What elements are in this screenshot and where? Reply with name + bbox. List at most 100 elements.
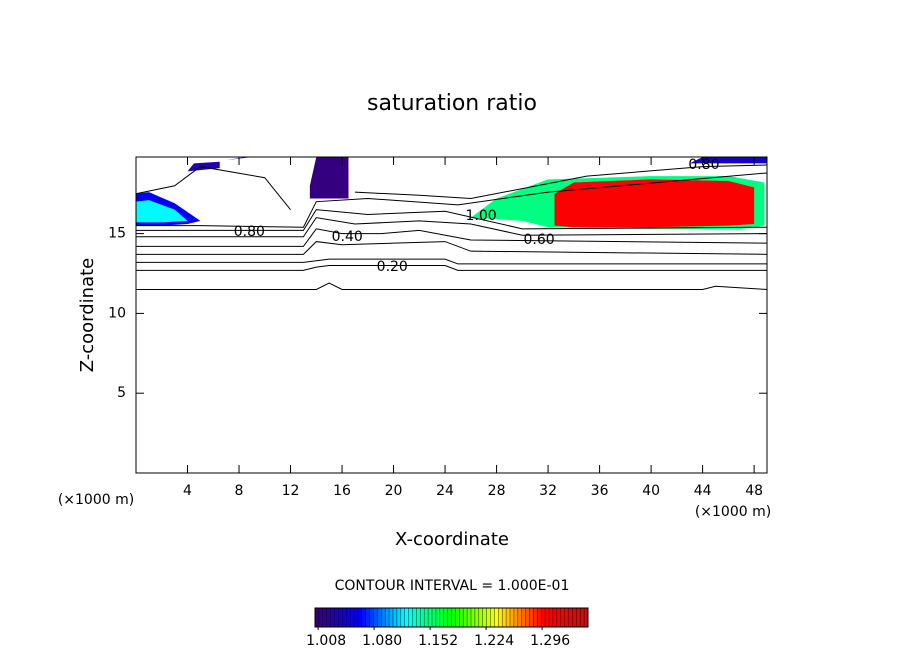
colorbar-cell xyxy=(326,608,332,627)
contour-label: 0.20 xyxy=(377,259,408,275)
colorbar-cell xyxy=(432,608,437,627)
colorbar-cell xyxy=(568,608,573,627)
colorbar-cell xyxy=(494,608,499,627)
colorbar-cell xyxy=(350,608,355,627)
contour-line xyxy=(136,265,767,271)
x-tick-label: 20 xyxy=(385,483,403,499)
filled-region xyxy=(187,161,220,172)
chart-title: saturation ratio xyxy=(367,91,537,116)
colorbar-cell xyxy=(357,608,363,627)
y-tick-label: 15 xyxy=(108,226,126,242)
colorbar-cell xyxy=(354,608,359,627)
colorbar-cell xyxy=(408,608,413,627)
colorbar-cell xyxy=(424,608,429,627)
filled-region xyxy=(136,200,188,223)
filled-region xyxy=(554,179,755,228)
colorbar-cell xyxy=(549,608,554,627)
colorbar-cell xyxy=(486,608,491,627)
colorbar-cell xyxy=(502,608,507,627)
colorbar-cell xyxy=(576,608,581,627)
x-unit-label: (×1000 m) xyxy=(695,504,771,520)
colorbar-cell xyxy=(346,608,351,627)
x-tick-label: 12 xyxy=(282,483,300,499)
contour-line xyxy=(354,164,768,199)
colorbar-cell xyxy=(541,608,546,627)
contour-line xyxy=(136,217,768,238)
colorbar-cell xyxy=(396,608,402,627)
contour-line xyxy=(136,241,768,255)
colorbar-cell xyxy=(482,608,488,627)
colorbar-cell xyxy=(552,608,558,627)
x-tick-label: 48 xyxy=(745,483,763,499)
filled-region xyxy=(309,157,349,199)
colorbar-cell xyxy=(373,608,378,627)
colorbar-cell xyxy=(365,608,371,627)
colorbar-cell xyxy=(564,608,569,627)
colorbar-cell xyxy=(498,608,503,627)
colorbar-cell xyxy=(412,608,417,627)
colorbar-cell xyxy=(510,608,515,627)
colorbar-cell xyxy=(525,608,530,627)
colorbar-cell xyxy=(478,608,484,627)
contour-line xyxy=(136,228,768,247)
colorbar-cell xyxy=(428,608,433,627)
colorbar-tick-label: 1.008 xyxy=(306,633,346,649)
colorbar-cell xyxy=(338,608,343,627)
colorbar-tick-label: 1.152 xyxy=(418,633,458,649)
colorbar-cell xyxy=(381,608,386,627)
colorbar-cell xyxy=(537,608,542,627)
x-tick-label: 32 xyxy=(539,483,557,499)
x-tick-label: 36 xyxy=(591,483,609,499)
contour-label: 0.80 xyxy=(688,157,719,173)
filled-region xyxy=(226,157,252,161)
colorbar-cell xyxy=(315,608,320,627)
colorbar-cell xyxy=(330,608,335,627)
contour-label: 0.40 xyxy=(332,229,363,245)
colorbar-cell xyxy=(580,608,585,627)
colorbar-tick-label: 1.296 xyxy=(530,633,570,649)
colorbar-cell xyxy=(361,608,367,627)
contour-interval: CONTOUR INTERVAL = 1.000E-01 xyxy=(335,578,570,594)
colorbar-cell xyxy=(467,608,472,627)
x-tick-label: 28 xyxy=(488,483,506,499)
colorbar-cell xyxy=(393,608,398,627)
colorbar-cell xyxy=(400,608,406,627)
colorbar-cell xyxy=(556,608,562,627)
colorbar-cell xyxy=(471,608,476,627)
colorbar-cell xyxy=(451,608,456,627)
contour-line xyxy=(136,282,768,290)
plot-frame xyxy=(135,156,768,474)
colorbar-cell xyxy=(459,608,464,627)
colorbar-cell xyxy=(521,608,527,627)
colorbar-tick-label: 1.224 xyxy=(474,633,514,649)
colorbar-cell xyxy=(439,608,445,627)
colorbar-cell xyxy=(443,608,449,627)
x-tick-label: 8 xyxy=(235,483,244,499)
contour-label: 0.60 xyxy=(523,232,554,248)
x-tick-label: 44 xyxy=(694,483,712,499)
colorbar-cell xyxy=(474,608,480,627)
colorbar-cell xyxy=(545,608,550,627)
colorbar-tick-label: 1.080 xyxy=(362,633,402,649)
colorbar-cell xyxy=(463,608,468,627)
colorbar-cell xyxy=(318,608,324,627)
x-tick-label: 16 xyxy=(333,483,351,499)
colorbar-cell xyxy=(506,608,511,627)
colorbar-cell xyxy=(342,608,347,627)
colorbar-cell xyxy=(334,608,339,627)
colorbar-cell xyxy=(369,608,374,627)
colorbar-cell xyxy=(490,608,495,627)
colorbar-cell xyxy=(322,608,328,627)
colorbar-cell xyxy=(529,608,534,627)
colorbar-cell xyxy=(455,608,460,627)
colorbar-cell xyxy=(416,608,421,627)
filled-region xyxy=(689,157,767,164)
colorbar-frame xyxy=(314,607,589,628)
colorbar-cell xyxy=(560,608,566,627)
x-tick-label: 4 xyxy=(183,483,192,499)
y-tick-label: 5 xyxy=(117,385,126,401)
contour-line xyxy=(136,172,768,228)
colorbar-cell xyxy=(377,608,382,627)
contour-line xyxy=(136,209,768,231)
